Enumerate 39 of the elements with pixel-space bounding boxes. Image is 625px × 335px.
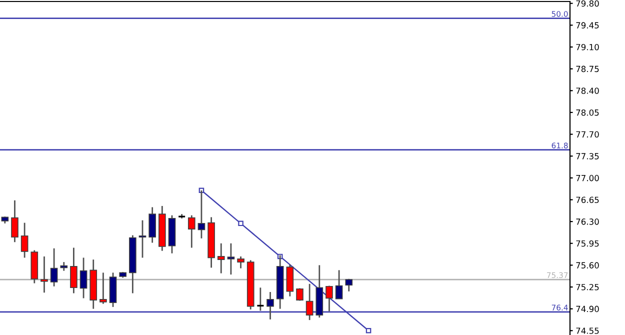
candlestick [326, 285, 333, 312]
y-tick-label: 79.45 [576, 22, 599, 28]
y-tick-label: 78.40 [576, 88, 599, 94]
candlestick [237, 256, 244, 269]
y-tick-label: 78.75 [576, 66, 599, 72]
y-tick-label: 79.80 [576, 0, 599, 7]
candlestick [306, 283, 314, 321]
candlestick [11, 200, 18, 243]
y-tick-label: 76.30 [576, 218, 599, 225]
candlestick [296, 288, 304, 302]
candlestick [266, 291, 274, 320]
candlestick [138, 220, 146, 258]
candlestick [100, 272, 107, 305]
candlestick [20, 222, 28, 258]
y-tick-label: 75.25 [576, 284, 599, 290]
candlestick [256, 286, 265, 312]
candlestick [217, 242, 225, 274]
y-tick-label: 77.35 [576, 153, 599, 160]
candlestick [188, 214, 196, 248]
candlestick [50, 248, 58, 288]
y-tick-label: 75.95 [576, 240, 599, 247]
candlestick [70, 247, 78, 294]
y-tick-label: 76.65 [576, 196, 599, 204]
candlestick [345, 278, 353, 292]
point [366, 328, 372, 334]
candlestick [148, 206, 156, 244]
candlestick [335, 269, 343, 300]
candlestick [198, 190, 206, 240]
y-tick-label: 77.70 [576, 131, 599, 138]
y-tick-label: 75.60 [576, 262, 599, 268]
y-tick-label: 77.00 [576, 174, 599, 182]
candlestick [80, 257, 88, 299]
y-tick-label: 79.10 [576, 44, 599, 50]
y-tick-label: 74.55 [576, 328, 599, 334]
y-tick-label: 78.05 [576, 109, 599, 116]
y-tick-label: 74.90 [576, 306, 599, 312]
point [238, 220, 244, 226]
candlestick [40, 256, 48, 294]
candlestick [227, 242, 235, 276]
